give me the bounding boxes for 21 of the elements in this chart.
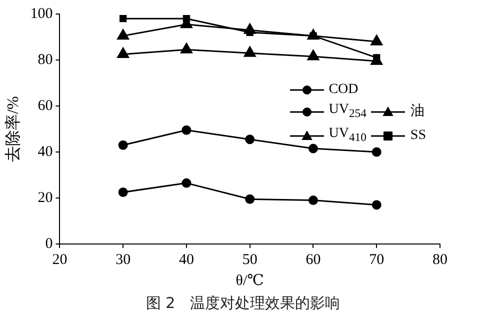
y-axis-title: 去除率/%: [4, 96, 22, 162]
legend-label: UV$_{254}$: [328, 101, 366, 122]
x-tick-label: 80: [432, 252, 448, 268]
y-tick-label: 20: [38, 190, 53, 206]
caption: 图 2 温度对处理效果的影响: [144, 294, 342, 313]
y-tick-label: 80: [38, 52, 53, 68]
x-axis-title: θ/℃: [236, 272, 264, 289]
legend-label: COD: [328, 81, 358, 99]
x-tick-label: 40: [178, 252, 194, 268]
x-tick-label: 50: [242, 252, 258, 268]
x-tick-label: 70: [369, 252, 384, 268]
y-tick-label: 40: [38, 144, 53, 160]
x-tick-label: 30: [116, 252, 131, 268]
legend-label: 油: [410, 102, 424, 121]
y-tick-label: 0: [45, 236, 53, 252]
x-tick-label: 60: [306, 252, 321, 268]
y-tick-label: 60: [38, 98, 53, 114]
legend-label: UV$_{410}$: [328, 124, 366, 146]
legend-label: SS: [410, 126, 426, 145]
y-tick-label: 100: [30, 6, 53, 22]
x-tick-label: 20: [52, 252, 68, 268]
